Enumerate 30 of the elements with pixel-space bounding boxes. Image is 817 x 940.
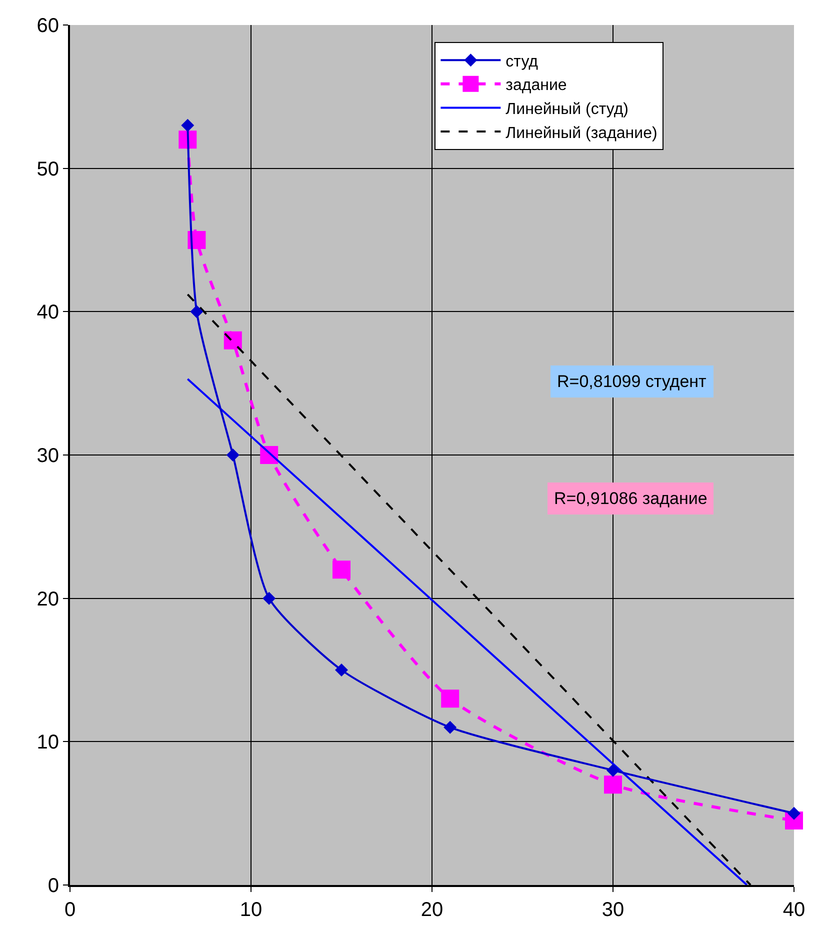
point (444, 720, 457, 734)
point (606, 764, 620, 777)
point (181, 118, 194, 132)
y-tick-label: 0 (48, 875, 59, 897)
y-tick-label: 50 (36, 158, 59, 180)
point (604, 776, 622, 794)
y-tick-label: 60 (36, 15, 59, 37)
legend-label: Линейный (задание) (506, 124, 658, 142)
annotation: R=0,91086 задание (554, 489, 708, 508)
y-tick-label: 30 (36, 445, 59, 467)
y-tick-label: 20 (36, 588, 59, 610)
legend-label: студ (506, 53, 539, 70)
point (224, 331, 242, 350)
point (190, 305, 204, 318)
y-tick-label: 40 (36, 302, 59, 324)
x-tick-label: 0 (64, 899, 76, 921)
legend-label: задание (506, 77, 567, 94)
point (226, 448, 240, 462)
point (332, 560, 350, 579)
x-tick-label: 40 (782, 899, 806, 921)
x-tick-label: 20 (420, 899, 444, 921)
x-tick-label: 30 (602, 899, 624, 921)
x-tick-label: 10 (240, 899, 262, 921)
annotation: R=0,81099 студент (557, 372, 707, 391)
y-tick-label: 10 (36, 732, 59, 754)
point (788, 806, 800, 820)
legend-label: Линейный (студ) (506, 100, 628, 118)
point (262, 592, 276, 605)
point (441, 690, 460, 708)
point (335, 664, 348, 676)
